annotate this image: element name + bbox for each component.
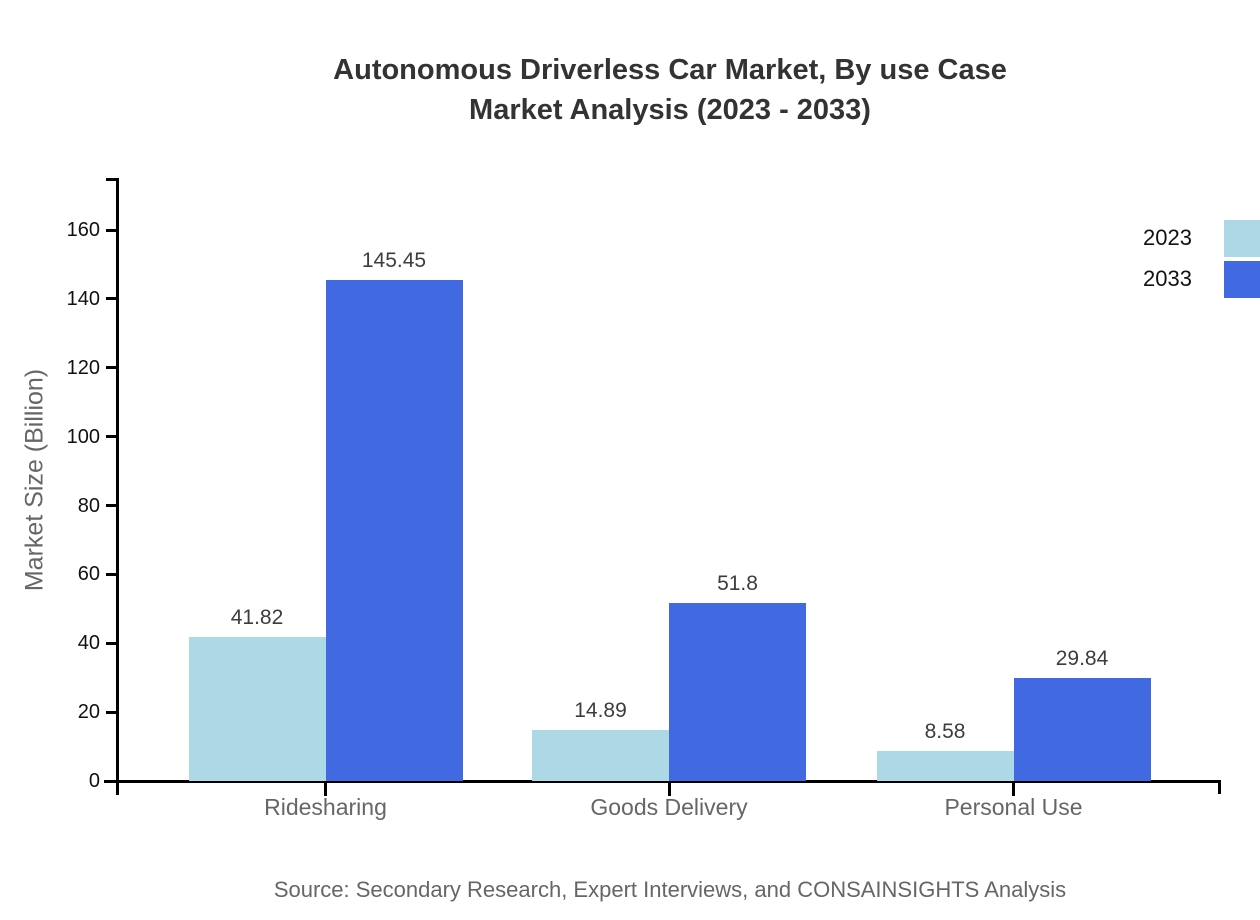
legend-label: 2023 bbox=[1143, 225, 1192, 250]
bar-value-label: 8.58 bbox=[924, 720, 966, 744]
chart-title: Autonomous Driverless Car Market, By use… bbox=[80, 50, 1260, 130]
y-axis-tick bbox=[106, 572, 117, 576]
y-axis-tick bbox=[106, 779, 117, 783]
x-axis-category-label: Ridesharing bbox=[264, 794, 387, 820]
x-axis-end-cap bbox=[1218, 779, 1221, 794]
x-axis-tick bbox=[324, 782, 327, 796]
y-axis-tick bbox=[106, 710, 117, 714]
y-axis-tick-label: 20 bbox=[77, 701, 100, 724]
legend-swatch bbox=[1224, 220, 1260, 257]
y-axis-top-cap bbox=[106, 178, 119, 181]
chart-title-line2: Market Analysis (2023 - 2033) bbox=[469, 94, 871, 126]
y-axis-tick bbox=[106, 366, 117, 370]
legend-label: 2033 bbox=[1143, 266, 1192, 291]
y-axis-tick-label: 80 bbox=[77, 494, 100, 517]
y-axis-tick-label: 0 bbox=[88, 770, 100, 792]
source-note: Source: Secondary Research, Expert Inter… bbox=[273, 877, 1067, 902]
y-axis-tick-label: 140 bbox=[66, 287, 100, 310]
bar-2023-personal-use bbox=[876, 751, 1014, 781]
y-axis-tick bbox=[106, 228, 117, 232]
x-axis-category-label: Goods Delivery bbox=[590, 794, 748, 820]
bar-value-label: 145.45 bbox=[361, 249, 427, 273]
x-axis-tick bbox=[667, 782, 671, 796]
y-axis-tick-label: 100 bbox=[66, 425, 100, 448]
y-axis-tick bbox=[106, 504, 117, 507]
y-axis-tick-label: 40 bbox=[77, 632, 100, 655]
bar-2033-ridesharing bbox=[325, 280, 463, 781]
y-axis-tick bbox=[106, 641, 117, 645]
y-axis-tick bbox=[106, 435, 117, 439]
bar-2023-ridesharing bbox=[188, 636, 326, 781]
bar-value-label: 51.8 bbox=[717, 571, 758, 595]
y-axis-tick-label: 60 bbox=[77, 563, 100, 586]
x-axis-line bbox=[104, 779, 1221, 783]
bar-2023-goods-delivery bbox=[532, 729, 669, 781]
y-axis-line bbox=[116, 178, 119, 795]
y-axis-tick bbox=[106, 297, 117, 301]
x-axis-tick bbox=[1012, 782, 1015, 796]
y-axis-tick-label: 160 bbox=[66, 219, 100, 241]
legend-swatch bbox=[1224, 261, 1260, 298]
bar-2033-goods-delivery bbox=[669, 602, 806, 781]
chart-title-line1: Autonomous Driverless Car Market, By use… bbox=[333, 54, 1007, 86]
x-axis-category-label: Personal Use bbox=[944, 794, 1083, 820]
bar-value-label: 14.89 bbox=[574, 698, 627, 722]
y-axis-tick-label: 120 bbox=[66, 356, 100, 379]
bar-2033-personal-use bbox=[1013, 678, 1151, 781]
bar-value-label: 29.84 bbox=[1055, 647, 1109, 671]
bar-value-label: 41.82 bbox=[230, 605, 284, 629]
